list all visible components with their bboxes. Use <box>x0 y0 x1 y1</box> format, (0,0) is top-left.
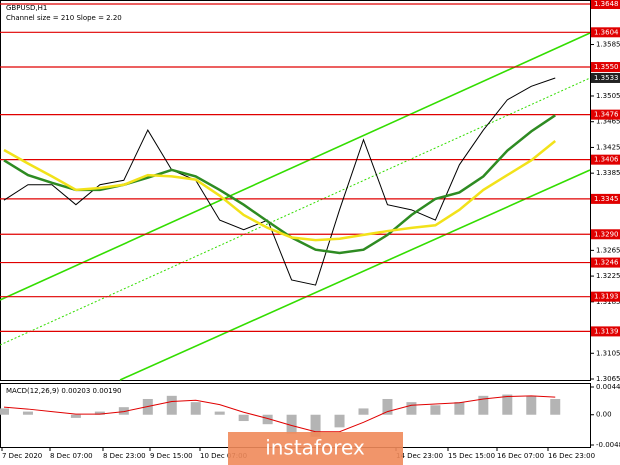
macd-bar <box>334 414 345 428</box>
price-line <box>3 114 556 255</box>
level-label-box <box>591 291 620 302</box>
macd-bar <box>502 394 513 415</box>
current-price-box <box>591 72 620 83</box>
level-label-box <box>591 27 620 38</box>
macd-bar <box>526 395 537 415</box>
macd-bar <box>358 408 369 415</box>
macd-bar <box>406 402 417 415</box>
x-tick-label: 15 Dec 15:00 <box>448 452 495 460</box>
level-label-box <box>591 154 620 165</box>
y-tick-label: 1.3185 <box>596 298 620 306</box>
macd-bar <box>70 414 81 418</box>
macd-bar <box>382 398 393 415</box>
y-tick-label: 1.3265 <box>596 246 620 254</box>
current-price-label: 1.3533 <box>594 74 619 82</box>
x-tick-label: 10 Dec 07:00 <box>200 452 247 460</box>
x-tick-label: 8 Dec 07:00 <box>50 452 93 460</box>
macd-bar <box>262 414 273 425</box>
macd-bar <box>238 414 249 422</box>
y-tick-label: 1.3225 <box>596 272 620 280</box>
channel-upper <box>0 32 591 301</box>
macd-bar <box>454 402 465 415</box>
macd-signal <box>3 395 556 433</box>
macd-bar <box>94 411 105 415</box>
price-line <box>3 140 557 242</box>
watermark: instaforex <box>265 436 365 460</box>
x-tick-label: 16 Dec 07:00 <box>497 452 544 460</box>
macd-title: MACD(12,26,9) 0.00203 0.00190 <box>6 387 122 395</box>
level-label: 1.3193 <box>594 293 619 301</box>
x-tick-label: 16 Dec 23:00 <box>548 452 595 460</box>
macd-bar <box>430 405 441 415</box>
level-label: 1.3648 <box>594 0 619 8</box>
x-tick-label: 9 Dec 15:00 <box>150 452 193 460</box>
y-tick-label: 1.3505 <box>596 92 620 100</box>
macd-y-tick-label: 0.0044 <box>596 383 620 391</box>
level-label-box <box>591 109 620 120</box>
chart-subtitle: Channel size = 210 Slope = 2.20 <box>6 14 122 22</box>
macd-bar <box>478 395 489 415</box>
macd-y-tick-label: 0.00 <box>596 411 612 419</box>
y-tick-label: 1.3465 <box>596 118 620 126</box>
macd-bar <box>214 411 225 415</box>
y-tick-label: 1.3105 <box>596 349 620 357</box>
macd-bar <box>118 407 129 415</box>
level-label: 1.3406 <box>594 156 619 164</box>
y-tick-label: 1.3385 <box>596 169 620 177</box>
level-label: 1.3345 <box>594 195 619 203</box>
macd-bar <box>190 402 201 415</box>
level-label-box <box>591 62 620 73</box>
y-tick-label: 1.3065 <box>596 375 620 383</box>
level-label: 1.3604 <box>594 28 619 36</box>
watermark-box <box>228 432 403 465</box>
level-label: 1.3476 <box>594 111 619 119</box>
x-tick-label: 7 Dec 2020 <box>2 452 42 460</box>
level-label: 1.3550 <box>594 63 619 71</box>
macd-bar <box>0 408 9 415</box>
macd-bar <box>166 395 177 415</box>
macd-bar <box>310 414 321 437</box>
level-label-box <box>591 0 620 9</box>
macd-y-tick-label: -0.0048 <box>596 441 620 449</box>
macd-bar <box>22 411 33 415</box>
level-label-box <box>591 229 620 240</box>
level-label: 1.3139 <box>594 327 619 335</box>
x-tick-label: 14 Dec 23:00 <box>396 452 443 460</box>
level-label-box <box>591 326 620 337</box>
level-label-box <box>591 257 620 268</box>
level-label: 1.3290 <box>594 230 619 238</box>
level-label: 1.3246 <box>594 259 619 267</box>
channel-lower <box>119 169 591 381</box>
macd-bar <box>286 414 297 434</box>
x-tick-label: 8 Dec 23:00 <box>103 452 146 460</box>
y-tick-label: 1.3425 <box>596 143 620 151</box>
chart-title: GBPUSD,H1 <box>6 4 47 12</box>
y-tick-label: 1.3585 <box>596 41 620 49</box>
macd-bar <box>550 398 561 415</box>
level-label-box <box>591 193 620 204</box>
